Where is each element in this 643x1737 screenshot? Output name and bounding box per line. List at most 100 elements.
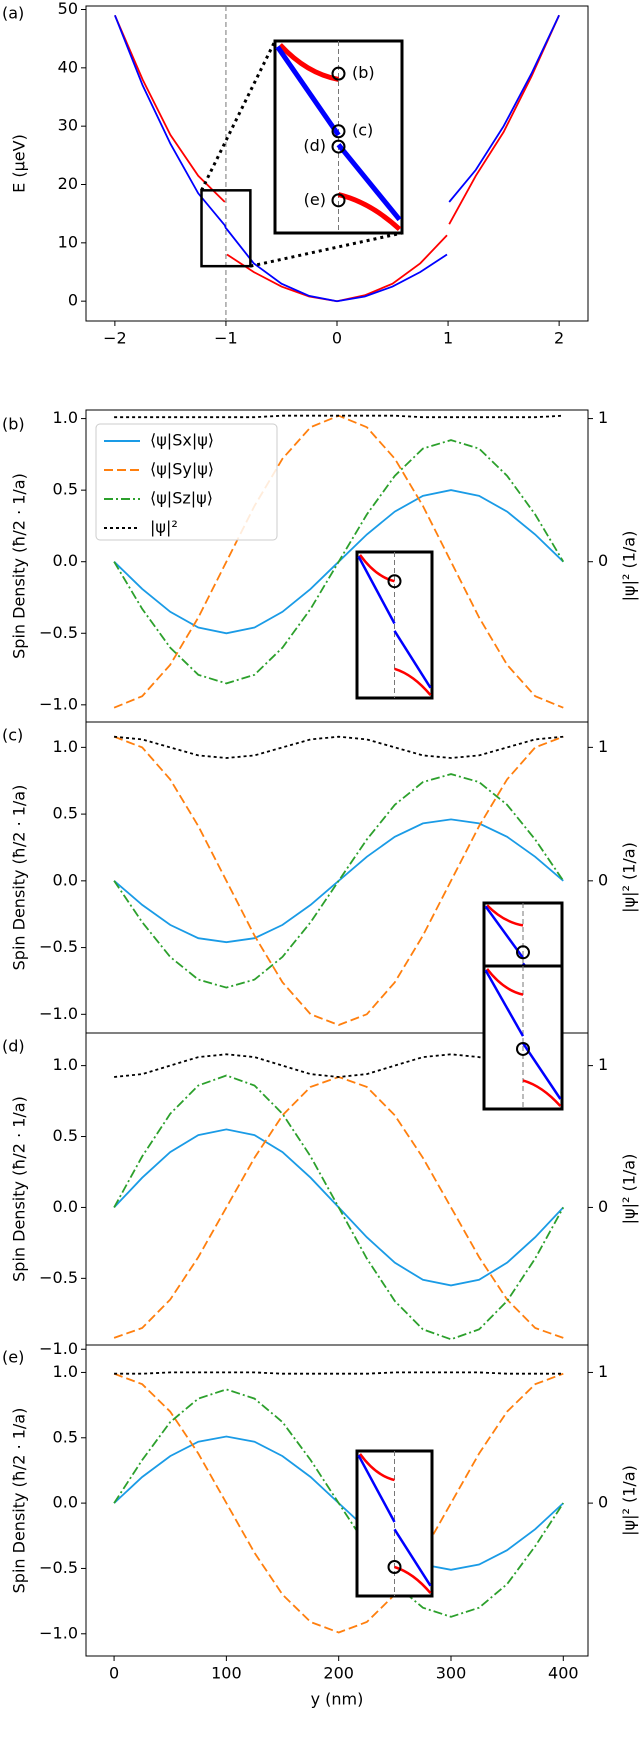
inset-red-upper (278, 43, 339, 82)
inset-blue-left (357, 555, 396, 625)
inset-red-lower (394, 1565, 432, 1594)
x-tick-label: 400 (548, 1664, 579, 1683)
inset-red-lower (522, 1079, 562, 1107)
y-tick-label: −1.0 (39, 1623, 78, 1642)
x-tick-label: 0 (109, 1664, 119, 1683)
y-tick-label: 0.5 (53, 1126, 78, 1145)
inset (273, 39, 404, 235)
series-line (113, 735, 564, 1026)
series-line (114, 1053, 564, 1078)
legend-label: ⟨ψ|Sx|ψ⟩ (150, 431, 214, 450)
y-tick-label: 0.0 (53, 1197, 78, 1216)
y2-tick-label: 1 (598, 737, 608, 756)
legend-label: ⟨ψ|Sz|ψ⟩ (150, 489, 213, 508)
y-tick-label: 50 (58, 0, 78, 18)
annotation: (c) (352, 121, 373, 140)
y2-tick-label: 0 (598, 1493, 608, 1512)
x-tick-label: 100 (211, 1664, 242, 1683)
zoom-connector (200, 40, 277, 191)
y2-tick-label: 1 (598, 1055, 608, 1074)
inset-blue-right (393, 1528, 432, 1587)
series-line (113, 439, 565, 685)
x-tick-label: 0 (332, 329, 342, 348)
inset-red-upper (486, 968, 524, 996)
panel-label: (b) (2, 415, 25, 434)
inset-red-upper (486, 904, 524, 927)
series-line (114, 1371, 564, 1375)
y-tick-label: 1.0 (53, 408, 78, 427)
x-tick-label: 300 (436, 1664, 467, 1683)
y2-tick-label: 0 (598, 551, 608, 570)
y-tick-label: −0.5 (39, 937, 78, 956)
inset-marker (516, 945, 530, 960)
y-axis-label: Spin Density (ħ/2 · 1/a) (10, 785, 29, 971)
y-axis-label: Spin Density (ħ/2 · 1/a) (10, 1096, 29, 1282)
plot-frame (85, 1344, 589, 1657)
series-line (114, 414, 564, 419)
series-line (113, 1074, 565, 1341)
inset-marker (387, 574, 402, 589)
inset-blue-right (393, 630, 432, 689)
x-tick-label: 2 (554, 329, 564, 348)
zoom-connector (250, 231, 403, 268)
inset (482, 964, 564, 1111)
inset-red-upper (358, 1453, 395, 1482)
inset-marker (331, 66, 346, 81)
y-tick-label: 0.0 (53, 870, 78, 889)
y-tick-label: 20 (58, 174, 78, 193)
inset-red-upper (358, 554, 395, 583)
series-line (114, 14, 560, 303)
annotation: (d) (303, 136, 326, 155)
panel-label: (a) (2, 4, 24, 23)
y-tick-label: −1.0 (39, 694, 78, 713)
x-axis-label: y (nm) (311, 1690, 364, 1709)
y-tick-label: 0.5 (53, 804, 78, 823)
panel-label: (e) (2, 1348, 24, 1367)
inset-marker (331, 193, 346, 208)
y2-axis-label: |ψ|² (1/a) (620, 1465, 639, 1536)
x-tick-label: 1 (443, 329, 453, 348)
legend: ⟨ψ|Sx|ψ⟩ ⟨ψ|Sy|ψ⟩ ⟨ψ|Sz|ψ⟩ |ψ|² (95, 423, 278, 541)
panel-label: (d) (2, 1037, 25, 1056)
inset-blue-left (484, 969, 525, 1037)
y-tick-label: 0.5 (53, 1427, 78, 1446)
y-axis-label: E (μeV) (10, 134, 29, 193)
legend-label: |ψ|² (150, 518, 178, 537)
series-line (114, 735, 564, 759)
y2-tick-label: 0 (598, 870, 608, 889)
annotation: (e) (304, 190, 326, 209)
legend-label: ⟨ψ|Sy|ψ⟩ (150, 460, 214, 479)
y-tick-label: −0.5 (39, 1558, 78, 1577)
y-tick-label: 10 (58, 232, 78, 251)
series-line (113, 773, 565, 989)
x-tick-label: −2 (103, 329, 127, 348)
zoom-box (200, 189, 252, 268)
y-tick-label: 1.0 (53, 1055, 78, 1074)
y-tick-label: 0.5 (53, 480, 78, 499)
inset-marker (387, 1560, 402, 1574)
inset (355, 550, 434, 700)
y-tick-label: 30 (58, 116, 78, 135)
y-tick-label: 1.0 (53, 737, 78, 756)
y2-tick-label: 0 (598, 1197, 608, 1216)
y-tick-label: −0.5 (39, 1268, 78, 1287)
inset-red-lower (394, 667, 432, 696)
y-tick-label: −1.0 (39, 1339, 78, 1358)
inset-marker (516, 1041, 530, 1056)
series-line (113, 1372, 564, 1634)
inset-marker (331, 124, 346, 139)
y-tick-label: 40 (58, 57, 78, 76)
y-tick-label: 1.0 (53, 1362, 78, 1381)
inset-red-lower (337, 192, 402, 232)
y-tick-label: 0.0 (53, 551, 78, 570)
y2-axis-label: |ψ|² (1/a) (620, 531, 639, 602)
y-tick-label: −1.0 (39, 1004, 78, 1023)
y-axis-label: Spin Density (ħ/2 · 1/a) (10, 473, 29, 659)
y-tick-label: 0.0 (53, 1493, 78, 1512)
y-tick-label: 0 (68, 291, 78, 310)
y2-tick-label: 1 (598, 408, 608, 427)
annotation: (b) (352, 63, 375, 82)
y-tick-label: −0.5 (39, 623, 78, 642)
